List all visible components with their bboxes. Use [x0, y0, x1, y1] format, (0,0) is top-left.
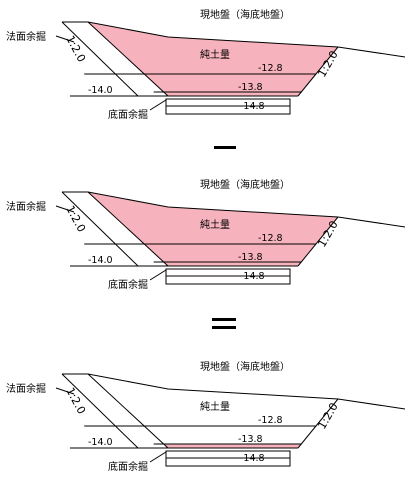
ground-label: 現地盤（海底地盤）: [200, 360, 290, 373]
minus-sign: [214, 146, 236, 149]
bottom-excavation-label: 底面余掘: [108, 460, 148, 473]
bottom-excavation-label: 底面余掘: [108, 278, 148, 291]
left-slope-line: [87, 373, 169, 449]
excavation-fill: [88, 22, 338, 96]
level-label-14-0: -14.0: [88, 255, 113, 266]
equals-sign-top: [212, 318, 236, 321]
ground-line: [62, 21, 406, 58]
level-label-12-8: -12.8: [258, 63, 283, 74]
level-label-14-8: -14.8: [240, 271, 265, 282]
level-label-14-8: -14.8: [240, 453, 265, 464]
bottom-leader: [149, 451, 167, 463]
bottom-leader: [149, 99, 167, 111]
equals-sign-bottom: [212, 326, 236, 329]
ground-label: 現地盤（海底地盤）: [200, 178, 290, 191]
slope-leader: [55, 387, 75, 395]
slope-leader: [55, 35, 75, 43]
excavation-fill: [88, 192, 338, 266]
level-label-12-8: -12.8: [258, 415, 283, 426]
ground-line: [62, 373, 406, 410]
right-slope-line: [297, 216, 339, 267]
soil-volume-label: 純土量: [200, 48, 230, 61]
outer-slope-line: [61, 373, 139, 449]
level-label-14-8: -14.8: [240, 101, 265, 112]
outer-slope-line: [61, 191, 139, 267]
level-label-13-8: -13.8: [238, 434, 263, 445]
bottom-leader: [149, 269, 167, 281]
bottom-strip-fill: [163, 444, 302, 448]
bottom-excavation-label: 底面余掘: [108, 108, 148, 121]
slope-excavation-label: 法面余掘: [6, 382, 46, 395]
level-label-14-0: -14.0: [88, 85, 113, 96]
ground-label: 現地盤（海底地盤）: [200, 8, 290, 21]
level-label-14-0: -14.0: [88, 437, 113, 448]
right-slope-line: [297, 46, 339, 97]
left-slope-ratio: 1:2.0: [63, 385, 88, 416]
slope-excavation-label: 法面余掘: [6, 30, 46, 43]
level-label-13-8: -13.8: [238, 82, 263, 93]
left-slope-line: [87, 21, 169, 97]
left-slope-ratio: 1:2.0: [63, 203, 88, 234]
right-slope-ratio: 1:2.0: [315, 401, 340, 432]
level-label-13-8: -13.8: [238, 252, 263, 263]
outer-slope-line: [61, 21, 139, 97]
ground-line: [62, 191, 406, 228]
left-slope-ratio: 1:2.0: [63, 33, 88, 64]
left-slope-line: [87, 191, 169, 267]
slope-excavation-label: 法面余掘: [6, 200, 46, 213]
right-slope-line: [297, 398, 339, 449]
slope-leader: [55, 205, 75, 213]
level-label-12-8: -12.8: [258, 233, 283, 244]
soil-volume-label: 純土量: [200, 218, 230, 231]
soil-volume-label: 純土量: [200, 400, 230, 413]
